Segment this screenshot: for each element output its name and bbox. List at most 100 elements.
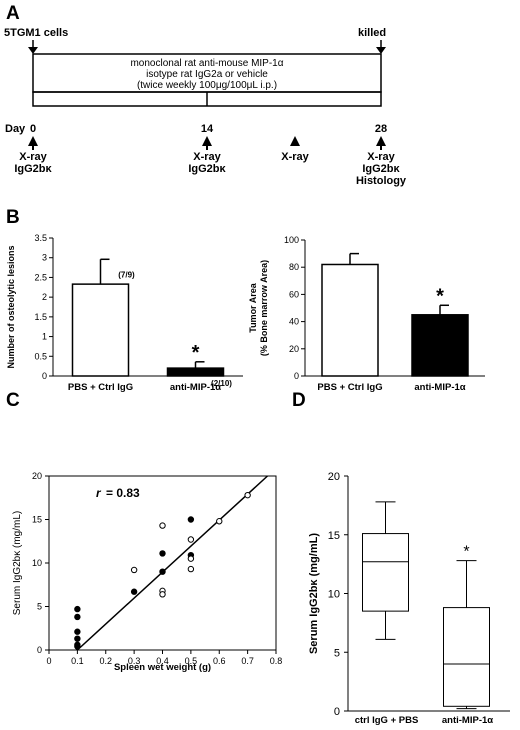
serum-box-plot: 0 5 10 15 20 ctrl IgG + PBS anti-MIP-1α * Serum …: [308, 471, 510, 726]
treatment-line-3: (twice weekly 100μg/100μL i.p.): [137, 80, 277, 91]
filled-point: [130, 588, 138, 595]
x-tick-label: 0.5: [185, 656, 198, 666]
x-tick-label: 0.7: [241, 656, 254, 666]
bar: [71, 283, 130, 377]
start-label: 5TGM1 cells: [4, 27, 68, 39]
start-arrow-head: [28, 47, 38, 54]
end-label: killed: [358, 27, 386, 39]
y-tick-label: 0: [334, 706, 340, 718]
y-axis-label: Tumor Area: [248, 282, 258, 333]
tumor-area-bar-chart: 0 20 40 60 80 100 PBS + Ctrl IgG anti-MIP-1α * Tu…: [248, 235, 485, 393]
significance-marker: *: [192, 342, 200, 364]
x-tick-label: anti-MIP-1α: [170, 382, 221, 393]
day-28: 28: [375, 123, 387, 135]
bar: [166, 367, 225, 377]
event-text: X-ray: [367, 151, 395, 163]
event-arrow-up: [290, 136, 300, 146]
significance-marker: *: [436, 285, 444, 307]
x-axis-label: Spleen wet weight (g): [114, 662, 211, 673]
box: [443, 607, 490, 707]
x-tick-label: 0.8: [270, 656, 283, 666]
event-day28: X-ray IgG2bκ Histology: [356, 136, 407, 187]
x-tick-label: 0.2: [99, 656, 112, 666]
x-tick-label: 0.3: [128, 656, 141, 666]
r-symbol: r: [96, 486, 102, 500]
y-tick-label: 10: [328, 589, 340, 601]
x-tick-label: ctrl IgG + PBS: [355, 715, 419, 726]
panel-letter-d: D: [292, 390, 306, 411]
filled-point: [159, 550, 166, 557]
treatment-line-2: isotype rat IgG2a or vehicle: [146, 69, 268, 80]
x-tick-label: PBS + Ctrl IgG: [317, 382, 382, 393]
y-axis-label: (% Bone marrow Area): [259, 260, 269, 356]
lesions-bar-chart: 0 0.5 1 1.5 2 2.5 3 3.5 PBS + Ctrl IgG (7/9) anti-…: [6, 233, 243, 393]
day-0: 0: [30, 123, 36, 135]
y-tick-label: 0: [42, 371, 47, 381]
y-tick-label: 40: [289, 317, 299, 327]
event-arrow-up: [202, 136, 212, 146]
y-axis-label: Serum IgG2bκ (mg/mL): [308, 533, 320, 654]
event-text: X-ray: [193, 151, 221, 163]
x-tick-label: anti-MIP-1α: [442, 715, 493, 726]
event-day14: X-ray IgG2bκ: [188, 136, 227, 175]
event-text: Histology: [356, 175, 407, 187]
y-tick-label: 80: [289, 262, 299, 272]
event-day0: X-ray IgG2bκ: [14, 136, 53, 175]
open-point: [244, 491, 251, 499]
open-point: [187, 536, 195, 543]
y-tick-label: 20: [32, 471, 42, 481]
filled-point: [74, 613, 81, 621]
open-point: [187, 565, 195, 573]
y-tick-label: 100: [284, 235, 299, 245]
y-tick-label: 15: [32, 515, 42, 525]
regression-line: [76, 475, 268, 651]
open-point: [216, 518, 223, 525]
y-tick-label: 3.5: [34, 233, 47, 243]
y-tick-label: 20: [328, 471, 340, 483]
filled-point: [159, 568, 166, 575]
panel-letter-a: A: [6, 3, 20, 24]
end-arrow-head: [376, 47, 386, 54]
x-tick-label: 0.4: [156, 656, 169, 666]
filled-point: [187, 516, 195, 523]
open-point: [187, 555, 195, 562]
y-tick-label: 2: [42, 292, 47, 302]
panel-letter-b: B: [6, 207, 20, 228]
y-axis-label: Serum IgG2bκ (mg/mL): [12, 511, 23, 615]
y-tick-label: 60: [289, 289, 299, 299]
y-tick-label: 0: [294, 371, 299, 381]
day-14: 14: [201, 123, 214, 135]
y-tick-label: 20: [289, 344, 299, 354]
event-text: IgG2bκ: [362, 163, 400, 175]
r-value: = 0.83: [106, 486, 140, 500]
event-text: IgG2bκ: [14, 163, 52, 175]
filled-point: [74, 635, 81, 642]
event-text: X-ray: [19, 151, 47, 163]
y-tick-label: 0.5: [34, 351, 47, 361]
y-tick-label: 5: [37, 602, 42, 612]
box: [362, 533, 409, 612]
plot-frame: [48, 475, 277, 651]
x-tick-label: 0.1: [71, 656, 84, 666]
y-tick-label: 1: [42, 332, 47, 342]
significance-marker: *: [463, 544, 469, 561]
open-point: [159, 591, 166, 598]
panel-letter-c: C: [6, 390, 20, 411]
x-tick-label: 0.6: [213, 656, 226, 666]
event-arrow-up: [28, 136, 38, 146]
event-text: X-ray: [281, 151, 309, 163]
bar: [321, 263, 379, 377]
filled-point: [74, 643, 81, 650]
filled-point: [74, 628, 81, 635]
event-day21: X-ray: [281, 136, 310, 163]
bar-annotation: (7/9): [118, 270, 135, 279]
open-point: [130, 566, 138, 574]
timeline-diagram: 5TGM1 cells killed monoclonal rat anti-m…: [4, 27, 407, 187]
y-tick-label: 10: [32, 558, 42, 568]
y-tick-label: 2.5: [34, 272, 47, 282]
y-tick-label: 5: [334, 647, 340, 659]
event-arrow-up: [376, 136, 386, 146]
x-tick-label: anti-MIP-1α: [414, 382, 465, 393]
y-tick-label: 15: [328, 530, 340, 542]
